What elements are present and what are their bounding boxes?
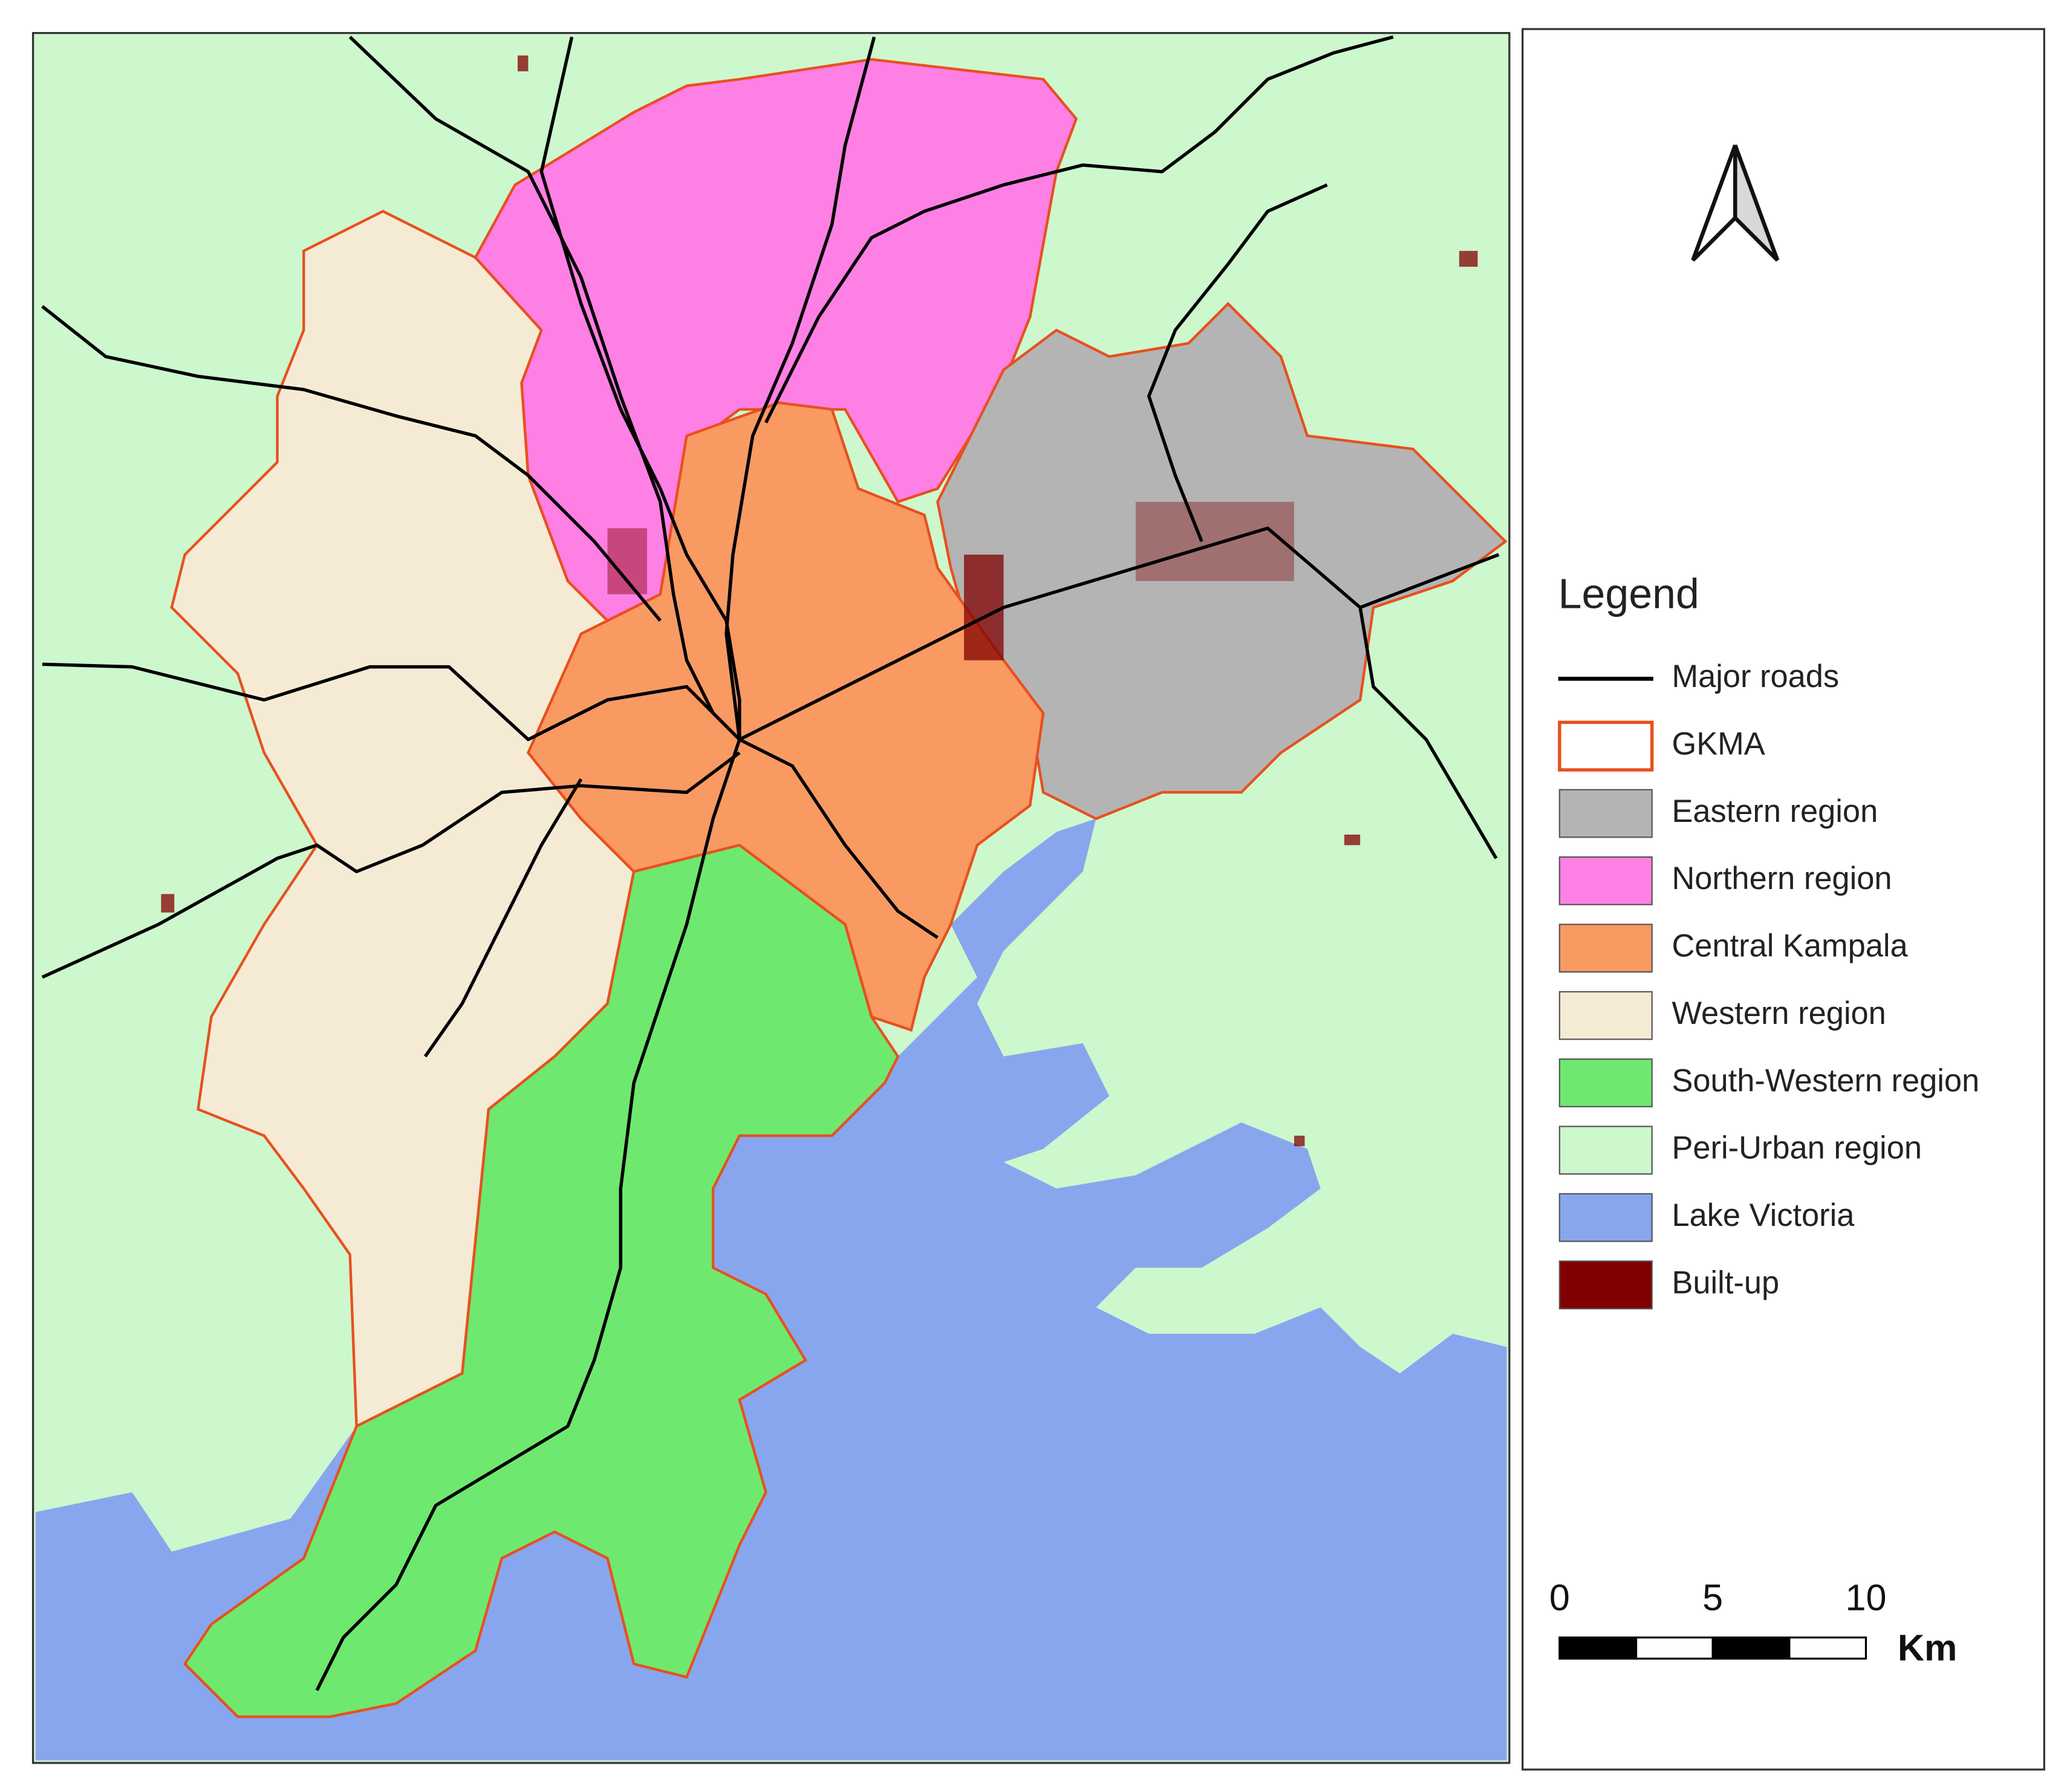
built-up-patch [1294,1135,1305,1147]
legend-label: Peri-Urban region [1672,1131,1922,1166]
legend-label: South-Western region [1672,1063,1979,1098]
road [738,738,939,939]
map-area [31,31,1511,1764]
scale-segment [1558,1636,1638,1660]
scale-segment [1635,1636,1714,1660]
built-up-patch [607,528,647,595]
scale-bar: 0 5 10 Km [1549,1577,1958,1669]
scale-tick-label: 10 [1845,1577,1886,1618]
legend-swatch [1558,924,1653,973]
built-up-patch [964,555,1004,660]
legend-title: Legend [1558,570,1699,617]
legend-label: Major roads [1672,659,1839,694]
major-roads [41,35,1500,1692]
road [41,751,741,979]
built-up-patch [517,55,529,71]
built-up-patch [1344,834,1361,845]
map-frame [31,31,1511,1764]
legend-swatch [1558,1126,1653,1175]
legend-label: Eastern region [1672,794,1878,829]
scale-segment [1788,1636,1867,1660]
road [1147,183,1328,542]
legend-swatch [1558,856,1653,905]
legend-swatch [1558,720,1654,772]
legend-label: Central Kampala [1672,929,1908,964]
road [724,36,876,740]
legend-swatch [1558,991,1653,1040]
north-arrow [1691,145,1780,262]
built-up-patch [161,894,175,913]
road [738,526,1500,741]
legend-swatch [1558,1260,1653,1309]
road [764,35,1394,423]
legend-swatch [1558,1193,1653,1242]
road [41,305,662,622]
legend-label: Built-up [1672,1265,1779,1300]
legend-label: Lake Victoria [1672,1198,1855,1233]
road [1358,607,1498,859]
northern-region [474,58,1078,622]
scale-unit: Km [1898,1627,1958,1669]
legend-label: GKMA [1672,727,1765,762]
legend-label: Northern region [1672,861,1892,896]
road [315,738,741,1692]
road [539,36,741,740]
legend-swatch [1558,789,1653,838]
legend-swatch [1558,1058,1653,1107]
south-western-region [183,844,900,1718]
legend-items: Major roads GKMA Eastern region Northern re… [1558,659,1979,1309]
built-up-patch [1135,501,1294,581]
scale-tick-label: 0 [1549,1577,1570,1618]
legend-label: Western region [1672,996,1886,1031]
scale-segment [1711,1636,1791,1660]
road [423,778,583,1058]
built-up-patch [1459,250,1478,267]
scale-tick-label: 5 [1702,1577,1723,1618]
north-arrow-right [1733,145,1780,262]
road [42,662,741,741]
